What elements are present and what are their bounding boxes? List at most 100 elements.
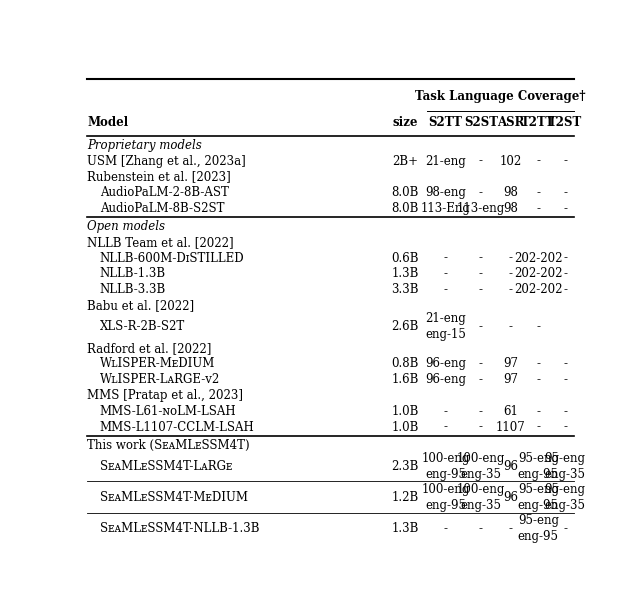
Text: -: - <box>479 283 483 296</box>
Text: -: - <box>509 251 513 265</box>
Text: 98: 98 <box>503 202 518 215</box>
Text: -: - <box>479 267 483 280</box>
Text: -: - <box>536 320 540 333</box>
Text: 0.6B: 0.6B <box>391 251 419 265</box>
Text: Open models: Open models <box>88 220 165 233</box>
Text: 202-202: 202-202 <box>514 251 563 265</box>
Text: -: - <box>479 522 483 535</box>
Text: -: - <box>509 522 513 535</box>
Text: 1.0B: 1.0B <box>391 405 419 418</box>
Text: -: - <box>563 283 567 296</box>
Text: -: - <box>479 186 483 199</box>
Text: 1.2B: 1.2B <box>391 491 419 504</box>
Text: -: - <box>563 267 567 280</box>
Text: 102: 102 <box>499 154 522 168</box>
Text: 97: 97 <box>503 358 518 370</box>
Text: -: - <box>479 154 483 168</box>
Text: WʟISPER-LᴀRGE-v2: WʟISPER-LᴀRGE-v2 <box>100 373 220 387</box>
Text: 113-Eng: 113-Eng <box>420 202 470 215</box>
Text: 21-eng
eng-15: 21-eng eng-15 <box>425 312 466 341</box>
Text: AudioPaLM-2-8B-AST: AudioPaLM-2-8B-AST <box>100 186 228 199</box>
Text: 1.0B: 1.0B <box>391 421 419 434</box>
Text: -: - <box>536 373 540 387</box>
Text: 98-eng: 98-eng <box>425 186 466 199</box>
Text: AudioPaLM-8B-S2ST: AudioPaLM-8B-S2ST <box>100 202 225 215</box>
Text: This work (SᴇᴀMLᴇSSM4T): This work (SᴇᴀMLᴇSSM4T) <box>88 439 250 452</box>
Text: 8.0B: 8.0B <box>391 186 419 199</box>
Text: -: - <box>444 421 447 434</box>
Text: 0.8B: 0.8B <box>391 358 419 370</box>
Text: T2TT: T2TT <box>521 116 556 129</box>
Text: -: - <box>479 373 483 387</box>
Text: 100-eng
eng-95: 100-eng eng-95 <box>421 452 470 481</box>
Text: size: size <box>392 116 418 129</box>
Text: NLLB-1.3B: NLLB-1.3B <box>100 267 166 280</box>
Text: S2TT: S2TT <box>429 116 463 129</box>
Text: -: - <box>444 522 447 535</box>
Text: 95-eng
eng-35: 95-eng eng-35 <box>545 483 586 512</box>
Text: Radford et al. [2022]: Radford et al. [2022] <box>88 342 212 355</box>
Text: 113-eng: 113-eng <box>457 202 505 215</box>
Text: T2ST: T2ST <box>548 116 582 129</box>
Text: -: - <box>444 283 447 296</box>
Text: -: - <box>444 405 447 418</box>
Text: 96: 96 <box>503 460 518 473</box>
Text: 2B+: 2B+ <box>392 154 418 168</box>
Text: -: - <box>536 405 540 418</box>
Text: MMS-L61-ɴoLM-LSAH: MMS-L61-ɴoLM-LSAH <box>100 405 236 418</box>
Text: USM [Zhang et al., 2023a]: USM [Zhang et al., 2023a] <box>88 154 246 168</box>
Text: -: - <box>444 251 447 265</box>
Text: 1.3B: 1.3B <box>391 522 419 535</box>
Text: SᴇᴀMLᴇSSM4T-NLLB-1.3B: SᴇᴀMLᴇSSM4T-NLLB-1.3B <box>100 522 259 535</box>
Text: 100-eng
eng-35: 100-eng eng-35 <box>456 483 505 512</box>
Text: MMS-L1107-CCLM-LSAH: MMS-L1107-CCLM-LSAH <box>100 421 255 434</box>
Text: -: - <box>536 154 540 168</box>
Text: SᴇᴀMLᴇSSM4T-MᴇDIUM: SᴇᴀMLᴇSSM4T-MᴇDIUM <box>100 491 248 504</box>
Text: 3.3B: 3.3B <box>391 283 419 296</box>
Text: 21-eng: 21-eng <box>425 154 466 168</box>
Text: 95-eng
eng-95: 95-eng eng-95 <box>518 483 559 512</box>
Text: Model: Model <box>88 116 129 129</box>
Text: NLLB Team et al. [2022]: NLLB Team et al. [2022] <box>88 236 234 249</box>
Text: -: - <box>563 405 567 418</box>
Text: 95-eng
eng-95: 95-eng eng-95 <box>518 452 559 481</box>
Text: 100-eng
eng-35: 100-eng eng-35 <box>456 452 505 481</box>
Text: -: - <box>444 267 447 280</box>
Text: 96-eng: 96-eng <box>425 373 466 387</box>
Text: -: - <box>536 421 540 434</box>
Text: -: - <box>509 267 513 280</box>
Text: -: - <box>563 202 567 215</box>
Text: 96: 96 <box>503 491 518 504</box>
Text: 61: 61 <box>503 405 518 418</box>
Text: -: - <box>563 358 567 370</box>
Text: XLS-R-2B-S2T: XLS-R-2B-S2T <box>100 320 185 333</box>
Text: 8.0B: 8.0B <box>391 202 419 215</box>
Text: -: - <box>563 251 567 265</box>
Text: Proprietary models: Proprietary models <box>88 139 202 152</box>
Text: 98: 98 <box>503 186 518 199</box>
Text: S2ST: S2ST <box>464 116 498 129</box>
Text: Rubenstein et al. [2023]: Rubenstein et al. [2023] <box>88 170 231 183</box>
Text: 97: 97 <box>503 373 518 387</box>
Text: 2.6B: 2.6B <box>391 320 419 333</box>
Text: 2.3B: 2.3B <box>391 460 419 473</box>
Text: 95-eng
eng-95: 95-eng eng-95 <box>518 514 559 543</box>
Text: -: - <box>563 421 567 434</box>
Text: WʟISPER-MᴇDIUM: WʟISPER-MᴇDIUM <box>100 358 215 370</box>
Text: -: - <box>479 320 483 333</box>
Text: -: - <box>536 186 540 199</box>
Text: -: - <box>563 522 567 535</box>
Text: 100-eng
eng-95: 100-eng eng-95 <box>421 483 470 512</box>
Text: 1.3B: 1.3B <box>391 267 419 280</box>
Text: 1107: 1107 <box>495 421 525 434</box>
Text: -: - <box>536 358 540 370</box>
Text: -: - <box>479 251 483 265</box>
Text: SᴇᴀMLᴇSSM4T-LᴀRGᴇ: SᴇᴀMLᴇSSM4T-LᴀRGᴇ <box>100 460 232 473</box>
Text: NLLB-3.3B: NLLB-3.3B <box>100 283 166 296</box>
Text: -: - <box>509 283 513 296</box>
Text: -: - <box>509 320 513 333</box>
Text: -: - <box>563 186 567 199</box>
Text: -: - <box>479 421 483 434</box>
Text: 1.6B: 1.6B <box>391 373 419 387</box>
Text: 95-eng
eng-35: 95-eng eng-35 <box>545 452 586 481</box>
